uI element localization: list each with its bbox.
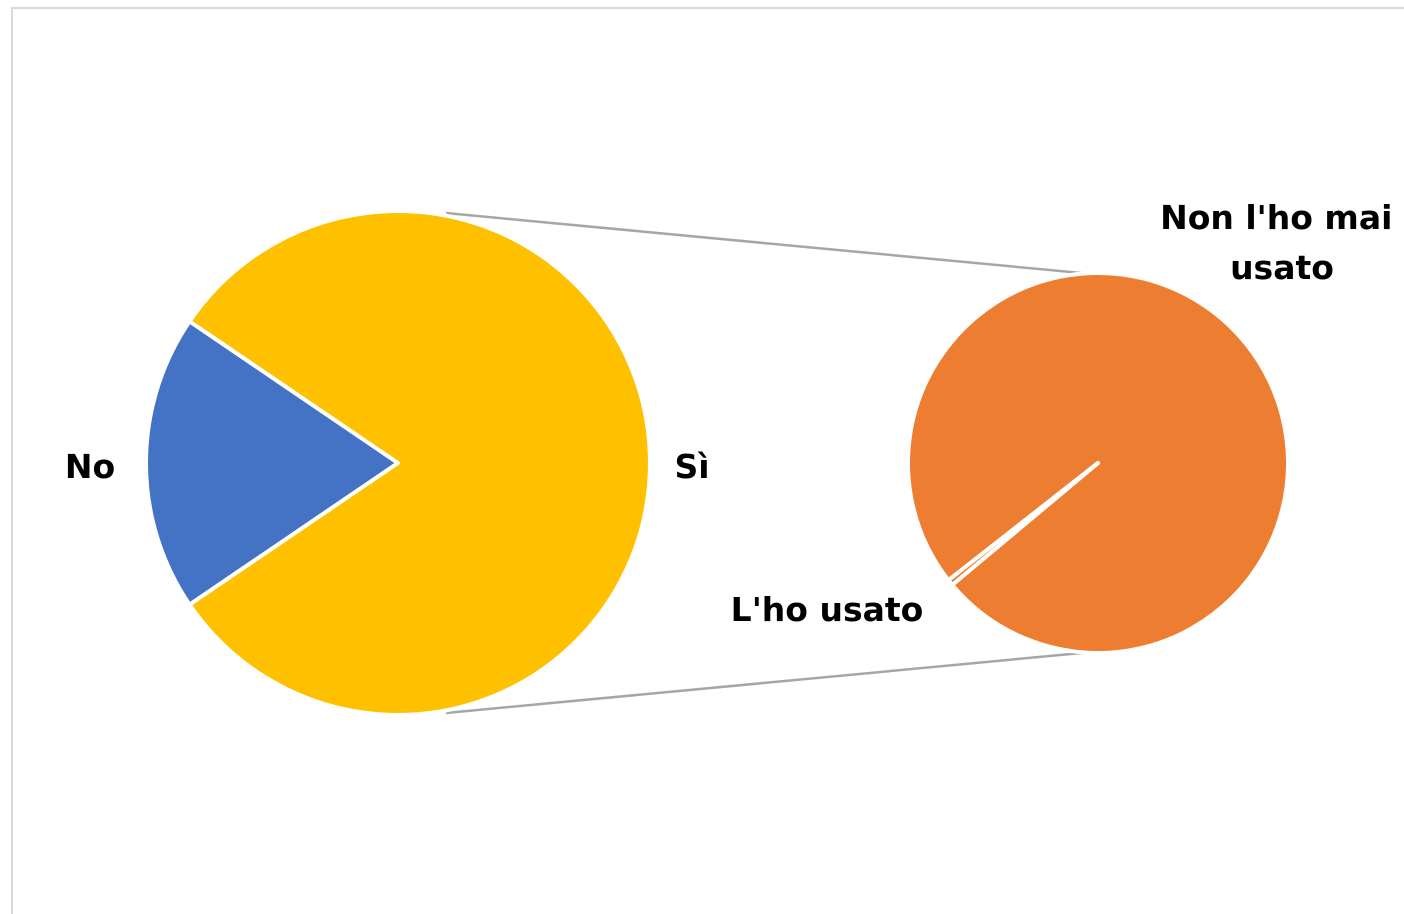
main-pie (146, 211, 650, 715)
secondary-pie (908, 273, 1288, 653)
label-lho-usato: L'ho usato (731, 590, 924, 629)
label-non-lho-mai-usato: Non l'ho mai usato (1160, 198, 1404, 287)
label-no: No (65, 447, 115, 486)
label-si: Sì (674, 447, 709, 486)
